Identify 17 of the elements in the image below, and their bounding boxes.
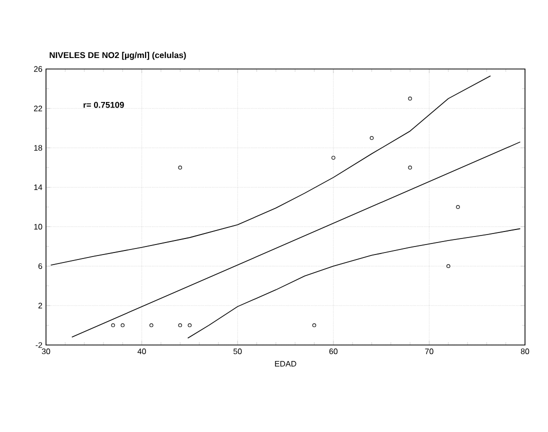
point: [120, 323, 125, 328]
point: [370, 136, 374, 140]
point: [149, 323, 154, 328]
point: [188, 323, 192, 328]
point: [178, 166, 182, 170]
point: [178, 323, 182, 328]
line-series: [187, 228, 521, 338]
line-series: [50, 75, 491, 266]
point: [312, 323, 316, 328]
point: [456, 205, 460, 209]
point: [408, 96, 412, 100]
point: [446, 264, 450, 268]
point: [408, 166, 412, 170]
annotation: r= 0.75109: [84, 102, 124, 108]
point: [111, 323, 115, 328]
chart-title: NIVELES DE NO2 [µg/ml] (celulas): [50, 52, 186, 60]
point: [332, 156, 336, 160]
